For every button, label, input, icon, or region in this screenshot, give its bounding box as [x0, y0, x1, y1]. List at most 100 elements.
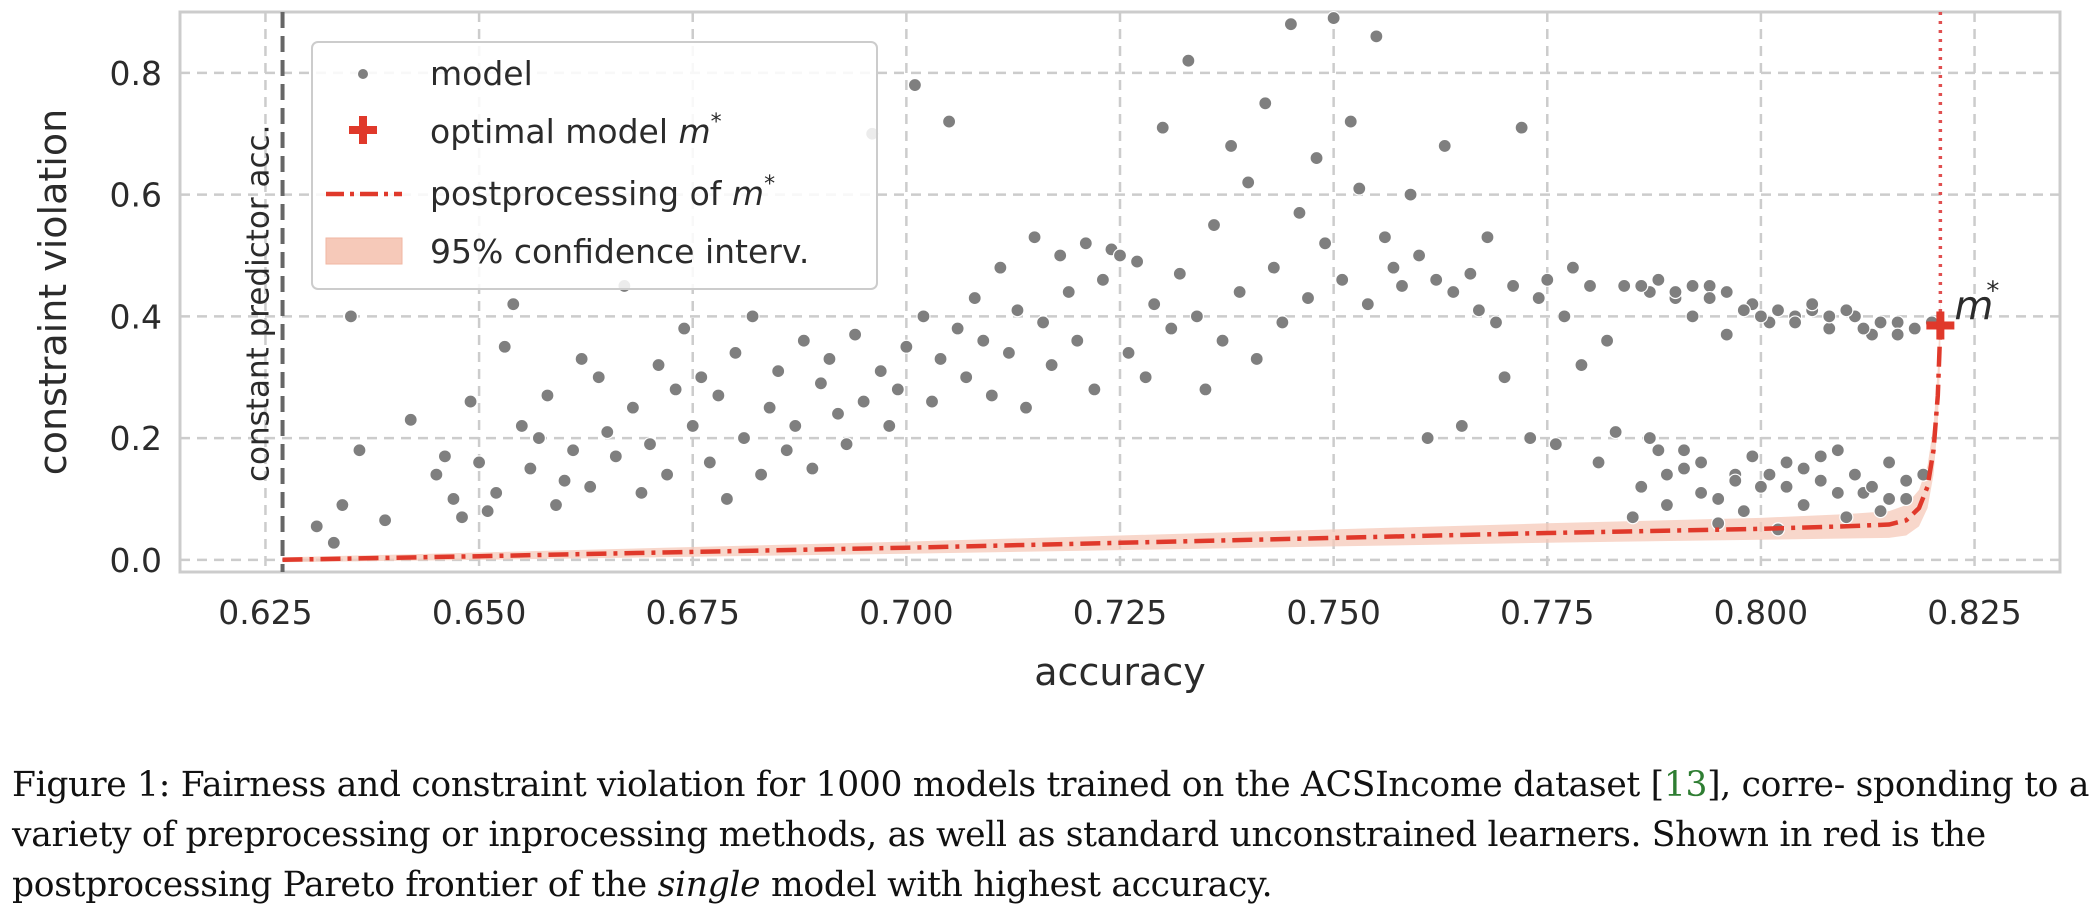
y-tick-label: 0.6 [110, 176, 162, 215]
data-point [1822, 309, 1837, 324]
data-point [1873, 315, 1888, 330]
data-point [1531, 290, 1546, 306]
tick-labels: 0.625 0.650 0.675 0.700 0.725 0.750 0.775 0.800… [110, 54, 2022, 632]
data-point [1779, 455, 1794, 470]
data-point [600, 424, 615, 440]
data-point [1497, 370, 1512, 385]
data-point [1317, 236, 1333, 251]
data-point [1429, 272, 1444, 287]
legend-label-model: model [430, 54, 533, 93]
data-point [907, 77, 923, 93]
data-point [1206, 217, 1222, 233]
caption-emphasis: single [657, 865, 761, 905]
data-point [1711, 491, 1726, 507]
data-point [335, 497, 350, 513]
data-point [1685, 278, 1700, 294]
x-tick-label: 0.775 [1500, 593, 1594, 632]
legend-marker-model [357, 68, 369, 80]
data-point [1881, 491, 1897, 507]
data-point [1480, 230, 1495, 245]
data-point [959, 370, 974, 385]
data-point [1625, 510, 1640, 525]
data-point [719, 491, 735, 507]
data-point [1599, 333, 1615, 348]
caption-text-1: Figure 1: Fairness and constraint violat… [12, 765, 1664, 805]
data-point [489, 485, 504, 500]
data-point [967, 290, 982, 306]
data-point [591, 370, 606, 385]
x-tick-label: 0.825 [1927, 593, 2021, 632]
legend-label-postprocessing: postprocessing of m* [430, 172, 775, 213]
data-point [1813, 449, 1828, 464]
data-point [1411, 248, 1427, 263]
x-tick-label: 0.800 [1714, 593, 1808, 632]
caption-reference-link[interactable]: 13 [1663, 765, 1708, 805]
data-point [1087, 382, 1102, 397]
data-point [1830, 485, 1845, 500]
data-point [1471, 303, 1487, 318]
data-point [463, 394, 478, 409]
data-point [437, 449, 453, 464]
data-point [1762, 467, 1777, 482]
data-point [583, 479, 598, 494]
data-point [1693, 485, 1709, 500]
data-point [1702, 278, 1717, 294]
data-point [1856, 321, 1871, 336]
lines-layer [280, 12, 1955, 572]
data-point [1881, 455, 1897, 470]
data-point [1574, 357, 1589, 373]
data-point [1053, 248, 1068, 263]
data-point [1138, 370, 1153, 385]
data-point [523, 461, 538, 476]
data-point [685, 418, 700, 434]
data-point [1164, 321, 1179, 336]
data-point [1189, 309, 1205, 324]
data-point [1719, 284, 1734, 300]
x-tick-label: 0.625 [218, 593, 312, 632]
optimal-model-label: m [1954, 283, 1993, 329]
data-point [711, 388, 726, 403]
data-point [1787, 315, 1803, 330]
data-point [976, 333, 991, 348]
data-point [779, 443, 794, 458]
data-point [1745, 449, 1760, 464]
data-point [1796, 497, 1811, 513]
data-point [1847, 467, 1863, 482]
data-point [1728, 473, 1743, 488]
data-point [1061, 284, 1076, 300]
data-point [1770, 303, 1786, 318]
data-point [403, 412, 418, 427]
data-point [1651, 443, 1666, 458]
data-point [830, 406, 846, 421]
data-point [1010, 303, 1025, 318]
data-point [1027, 230, 1042, 245]
data-point [882, 418, 897, 434]
data-point [642, 437, 658, 452]
data-point [1386, 260, 1401, 275]
data-point [668, 382, 683, 397]
data-point [1198, 382, 1213, 397]
data-point [1155, 120, 1170, 135]
data-point [1300, 290, 1316, 306]
x-axis-label: accuracy [1034, 650, 1205, 694]
data-point [1693, 455, 1709, 470]
data-point [1642, 430, 1657, 446]
data-point [1420, 430, 1435, 446]
data-point [753, 467, 769, 482]
data-point [1078, 236, 1093, 251]
data-point [1548, 437, 1563, 452]
data-point [1018, 400, 1034, 415]
data-point [788, 418, 803, 434]
data-point [694, 370, 709, 385]
data-point [1779, 479, 1794, 494]
data-point [1608, 424, 1623, 440]
legend-marker-ci [325, 237, 403, 265]
points-layer [309, 10, 1939, 550]
data-point [1172, 266, 1187, 281]
data-point [1651, 272, 1666, 287]
data-point [1215, 333, 1230, 348]
data-point [1129, 254, 1145, 269]
data-point [1292, 205, 1307, 220]
data-point [1112, 248, 1128, 263]
data-point [1839, 510, 1854, 525]
